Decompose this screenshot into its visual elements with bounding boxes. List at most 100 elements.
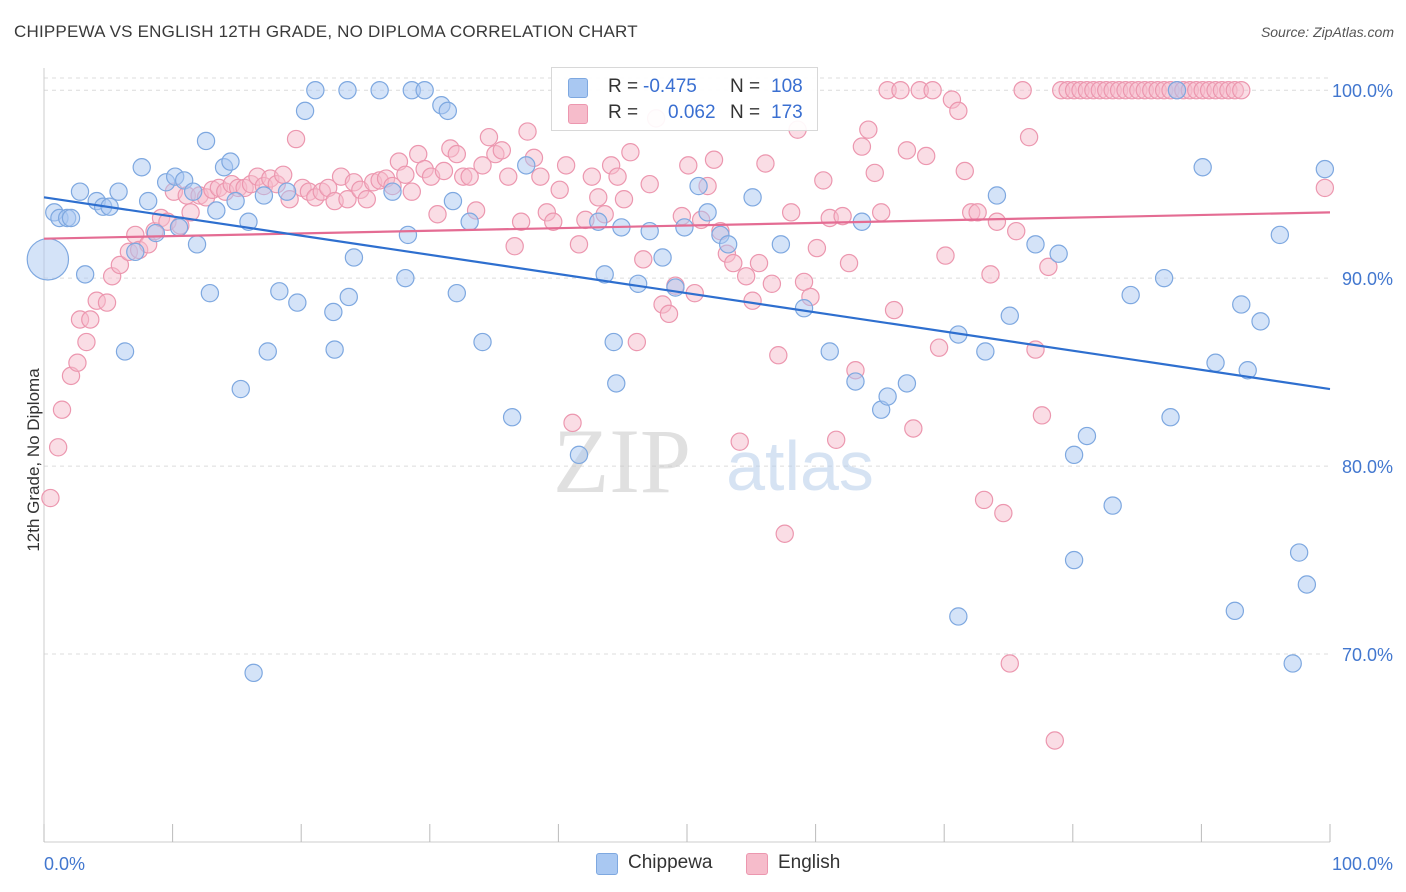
chippewa-point	[604, 332, 623, 352]
english-point	[81, 310, 100, 329]
r-label: R =	[608, 102, 639, 123]
chippewa-point	[1315, 159, 1335, 179]
tick-labels: 70.0% 80.0% 90.0% 100.0% 0.0% 100.0%	[44, 81, 1393, 874]
chippewa-point	[70, 182, 90, 201]
chippewa-point	[1049, 244, 1068, 263]
english-point	[338, 190, 357, 209]
n-value: 173	[771, 102, 803, 123]
chippewa-point	[126, 242, 145, 262]
english-point	[781, 203, 801, 222]
english-point	[994, 503, 1013, 523]
chippewa-point	[502, 408, 522, 427]
y-tick-label: 90.0%	[1342, 269, 1393, 289]
chippewa-point	[1206, 353, 1225, 372]
english-point	[621, 143, 640, 162]
english-point	[736, 267, 756, 286]
chippewa-point	[675, 218, 694, 237]
english-point	[505, 236, 524, 256]
chippewa-point	[226, 191, 245, 211]
x-tick-label: 0.0%	[44, 854, 85, 874]
chippewa-point	[231, 379, 250, 399]
watermark-atlas: atlas	[726, 427, 874, 505]
chippewa-point	[26, 238, 70, 281]
trend-lines	[43, 196, 1331, 391]
chippewa-point	[820, 342, 839, 361]
chippewa-point	[324, 302, 343, 322]
chippewa-point	[1251, 312, 1270, 331]
english-point	[807, 238, 827, 258]
english-point	[511, 212, 531, 231]
chippewa-legend-swatch	[596, 853, 618, 875]
chippewa-point	[207, 201, 226, 220]
chippewa-point	[146, 223, 166, 243]
english-point	[769, 346, 788, 365]
english-point	[627, 332, 647, 352]
chippewa-point	[460, 212, 479, 231]
english-point	[916, 146, 936, 166]
english-point	[884, 300, 904, 320]
chippewa-point	[1064, 550, 1084, 570]
chippewa-point	[254, 186, 274, 205]
y-tick-label: 80.0%	[1342, 457, 1393, 477]
legend-label: Chippewa	[628, 852, 713, 873]
chippewa-point	[183, 182, 203, 201]
chippewa-point	[718, 235, 738, 254]
english-point	[518, 122, 537, 141]
english-point	[833, 206, 852, 226]
chippewa-point	[595, 265, 614, 284]
english-point	[556, 156, 576, 175]
chippewa-point	[1232, 295, 1251, 314]
english-point	[949, 101, 968, 121]
chippewa-point	[138, 191, 158, 211]
chippewa-point	[1238, 361, 1257, 380]
english-point	[1019, 127, 1039, 147]
english-point	[929, 338, 949, 357]
english-point	[402, 182, 421, 201]
english-point	[1039, 257, 1058, 277]
chippewa-point	[569, 445, 589, 465]
english-point	[479, 127, 499, 147]
chippewa-point	[221, 152, 240, 171]
english-point	[447, 144, 467, 164]
english-point	[1032, 406, 1052, 425]
chippewa-point	[383, 182, 402, 201]
chippewa-point	[443, 191, 463, 211]
english-point	[110, 255, 130, 275]
chippewa-point	[987, 186, 1007, 205]
chippewa-point	[1193, 158, 1212, 177]
english-point	[679, 156, 698, 175]
r-value: 0.062	[668, 102, 716, 123]
english-point	[749, 253, 769, 273]
english-point	[589, 188, 608, 207]
english-point	[814, 171, 833, 190]
chippewa-point	[1161, 408, 1180, 427]
source-label: Source: ZipAtlas.com	[1260, 24, 1394, 40]
english-point	[569, 235, 589, 254]
english-point	[936, 246, 955, 265]
chippewa-point	[115, 342, 135, 361]
english-point	[608, 167, 627, 186]
english-point	[492, 141, 512, 160]
english-point	[68, 353, 87, 372]
english-point	[634, 250, 653, 269]
english-point	[550, 180, 569, 200]
chippewa-point	[846, 372, 865, 391]
english-point	[614, 190, 634, 209]
n-label: N =	[730, 76, 761, 97]
english-point	[704, 150, 724, 169]
english-point	[775, 524, 794, 543]
english-point	[41, 488, 60, 508]
chippewa-point	[607, 374, 626, 393]
chippewa-point	[589, 212, 608, 231]
english-point	[923, 80, 942, 100]
chippewa-point	[61, 208, 81, 228]
chippewa-trend-line	[43, 196, 1331, 391]
chippewa-point	[473, 332, 492, 352]
english-point	[955, 161, 974, 181]
chippewa-point	[438, 101, 458, 121]
chippewa-point	[689, 176, 708, 196]
english-point	[273, 165, 293, 184]
english-point	[891, 80, 910, 100]
english-point	[871, 203, 891, 222]
